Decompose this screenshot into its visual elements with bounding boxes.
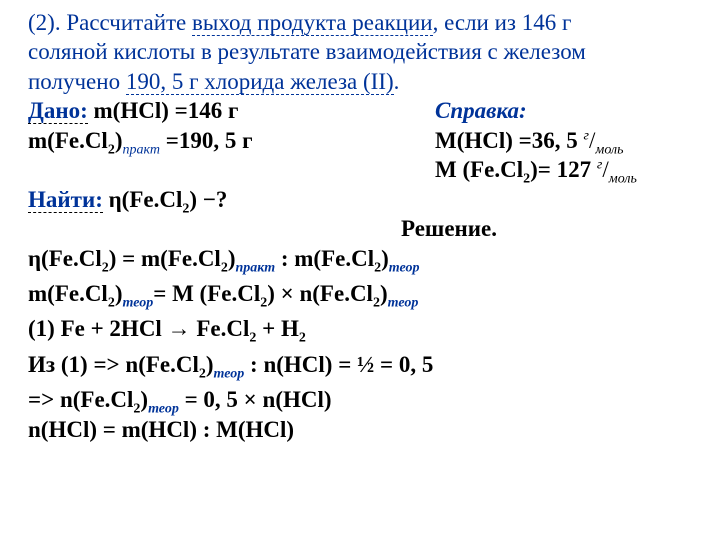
eq2-sub2-3: 2 [373,296,380,311]
ref-l2e: моль [609,172,637,187]
given-reference-row: Дано: m(HCl) =146 г m(Fe.Cl2)практ =190,… [28,96,700,184]
eq1b: ) = m(Fe.Cl [109,246,221,271]
given-line2a: m(Fe.Cl [28,128,108,153]
solution-eq2: m(Fe.Cl2)теор= М (Fe.Cl2) × n(Fe.Cl2)тео… [28,279,700,308]
given-sub2-1: 2 [108,142,115,157]
problem-number: (2). [28,10,61,35]
eq1-sub2-2: 2 [221,260,228,275]
solution-eq5: => n(Fe.Cl2)теор = 0, 5 × n(HCl) [28,385,700,414]
problem-underline-2: 190, 5 г хлорида железа (II) [126,69,394,95]
problem-text-3c: . [394,69,400,94]
problem-statement: (2). Рассчитайте выход продукта реакции,… [28,8,700,96]
find-row: Найти: η(Fe.Cl2) −? [28,185,700,214]
eq1e: ) [381,246,389,271]
eq2d: ) × n(Fe.Cl [267,281,373,306]
eq5c: = 0, 5 × n(HCl) [179,387,332,412]
ref-line2a: M (Fe.Cl [435,157,523,182]
problem-text-3a: получено [28,69,126,94]
given-line2b: ) [115,128,123,153]
given-label: Дано: [28,98,88,124]
eq3: (1) Fe + 2HCl → Fe.Cl [28,316,249,341]
eq4c: : n(HCl) = ½ = 0, 5 [244,352,433,377]
eq2e: ) [380,281,388,306]
eq2b: ) [115,281,123,306]
eq4a: Из (1) => n(Fe.Cl [28,352,199,377]
given-line1: m(HCl) =146 г [88,98,239,123]
find-text2: ) −? [189,187,227,212]
given-prakt: практ [123,142,160,157]
eq1a: η(Fe.Cl [28,246,102,271]
eq4-teor: теор [214,366,245,381]
eq5b: ) [140,387,148,412]
eq2-teor2: теор [388,296,419,311]
ref-line2b: )= 127 [530,157,597,182]
eq1d: : m(Fe.Cl [275,246,374,271]
eq1-sub2-1: 2 [102,260,109,275]
reference-label: Справка: [435,98,527,123]
solution-eq6: n(HCl) = m(HCl) : M(HCl) [28,415,700,444]
reference-block: Справка: M(HCl) =36, 5 г/моль M (Fe.Cl2)… [435,96,700,184]
eq1-prakt: практ [236,260,276,275]
ref-line1a: M(HCl) =36, 5 [435,128,584,153]
eq1c: ) [228,246,236,271]
eq1-teor: теор [389,260,420,275]
given-line2c: =190, 5 г [160,128,253,153]
eq3b: + H [256,316,299,341]
solution-eq1: η(Fe.Cl2) = m(Fe.Cl2)практ : m(Fe.Cl2)те… [28,244,700,273]
eq5a: => n(Fe.Cl [28,387,133,412]
find-text: η(Fe.Cl [103,187,182,212]
given-block: Дано: m(HCl) =146 г m(Fe.Cl2)практ =190,… [28,96,435,155]
eq3-sub2-2: 2 [299,331,306,346]
eq2a: m(Fe.Cl [28,281,108,306]
solution-eq4: Из (1) => n(Fe.Cl2)теор : n(HCl) = ½ = 0… [28,350,700,379]
eq2-teor1: теор [123,296,154,311]
problem-underline-1: выход продукта реакции [192,10,433,36]
ref-l1d: моль [595,142,623,157]
problem-text-1a: Рассчитайте [66,10,192,35]
find-label: Найти: [28,187,103,213]
eq2c: = М (Fe.Cl [153,281,260,306]
problem-text-2: соляной кислоты в результате взаимодейст… [28,39,586,64]
problem-text-1c: , если из 146 г [433,10,572,35]
eq4b: ) [206,352,214,377]
solution-title: Решение. [28,214,700,243]
solution-eq3: (1) Fe + 2HCl → Fe.Cl2 + H2 [28,314,700,343]
eq4-sub2: 2 [199,366,206,381]
eq2-sub2-1: 2 [108,296,115,311]
page-container: (2). Рассчитайте выход продукта реакции,… [0,0,720,452]
